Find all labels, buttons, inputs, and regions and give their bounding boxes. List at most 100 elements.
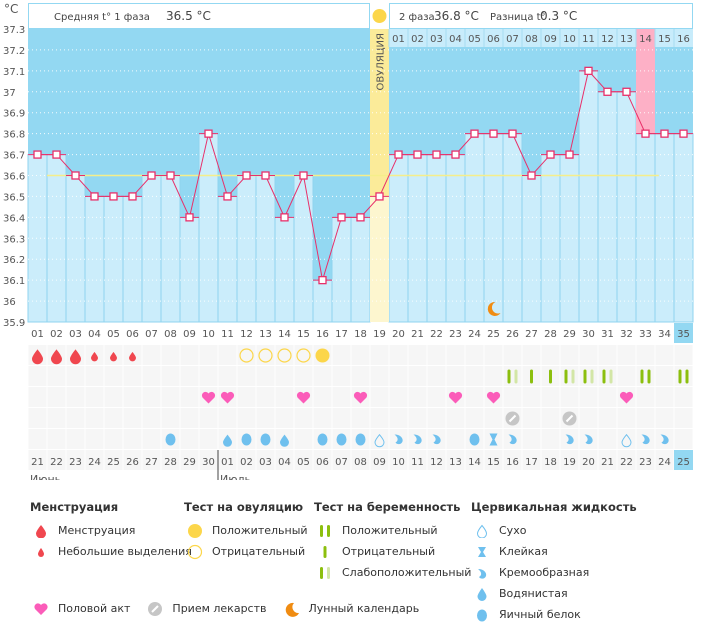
heart-icon — [619, 391, 634, 404]
sticky-icon — [471, 545, 493, 559]
y-tick-label: 36 — [3, 297, 16, 308]
double-line-icon — [314, 524, 336, 538]
cycle-day-label: 19 — [373, 329, 386, 340]
post-ovulation-day-label: 15 — [658, 34, 671, 45]
light-spotting-drop-icon — [91, 351, 98, 362]
date-label: 03 — [259, 457, 272, 468]
legend-label: Положительный — [342, 524, 438, 537]
date-label: 26 — [126, 457, 139, 468]
date-label: 24 — [88, 457, 101, 468]
date-label: 29 — [183, 457, 196, 468]
egg-white-icon — [260, 433, 271, 446]
symptom-row-bg — [28, 450, 693, 470]
cycle-day-label: 08 — [164, 329, 177, 340]
legend-cervical: Цервикальная жидкость Сухо Клейкая Кремо… — [471, 500, 637, 625]
cycle-day-label: 11 — [221, 329, 234, 340]
small-blood-drop-icon — [30, 546, 52, 558]
cycle-day-label: 12 — [240, 329, 253, 340]
legend-label: Лунный календарь — [308, 602, 420, 615]
cycle-day-label: 01 — [31, 329, 44, 340]
cycle-day-label: 09 — [183, 329, 196, 340]
phase1-avg-value: 36.5 °C — [166, 9, 211, 23]
moon-icon — [487, 301, 501, 316]
bbt-chart: °C Средняя t° 1 фаза 36.5 °C 2 фаза 36.8 °C Р… — [3, 2, 694, 480]
date-label: 21 — [601, 457, 614, 468]
temperature-point — [584, 66, 593, 76]
pregnancy-test-positive-icon — [678, 369, 682, 384]
legend-label: Положительный — [212, 524, 308, 537]
heart-icon — [296, 391, 311, 404]
temperature-point — [565, 150, 574, 159]
post-ovulation-day-label: 14 — [639, 34, 652, 45]
cycle-day-label: 33 — [639, 329, 652, 340]
post-ovulation-day-label: 12 — [601, 34, 614, 45]
cycle-day-label: 32 — [620, 329, 633, 340]
pill-icon-stroke — [565, 414, 574, 423]
date-label: 25 — [107, 457, 120, 468]
legend-ovulation-test: Тест на овуляцию Положительный Отрицател… — [184, 500, 308, 562]
temperature-point — [489, 129, 498, 138]
temperature-point — [261, 171, 270, 180]
heart-icon — [448, 391, 463, 404]
cycle-day-label: 06 — [126, 329, 139, 340]
date-label: 19 — [563, 457, 576, 468]
phase1-header-box — [28, 3, 370, 29]
blood-drop-icon — [30, 524, 52, 538]
dry-drop-icon — [471, 524, 493, 538]
date-label: 17 — [525, 457, 538, 468]
temperature-point — [204, 129, 213, 138]
temperature-point — [185, 213, 194, 222]
cycle-day-label: 21 — [411, 329, 424, 340]
dry-drop-icon — [374, 433, 385, 448]
date-label: 22 — [620, 457, 633, 468]
temperature-point — [527, 171, 536, 180]
cycle-day-label: 16 — [316, 329, 329, 340]
legend-item: Слабоположительный — [314, 562, 471, 583]
temperature-point — [280, 213, 289, 222]
date-label: 05 — [297, 457, 310, 468]
y-tick-label: 36.6 — [3, 172, 25, 183]
egg-white-icon — [336, 433, 347, 446]
pregnancy-test-faint-icon — [514, 369, 518, 384]
legend-label: Менструация — [58, 524, 136, 537]
y-tick-label: 37.1 — [3, 67, 25, 78]
cycle-day-label: 10 — [202, 329, 215, 340]
creamy-icon — [584, 434, 593, 445]
temperature-bar — [160, 175, 181, 323]
pregnancy-test-faint-icon — [564, 369, 568, 384]
legend-label: Отрицательный — [342, 545, 436, 558]
legend-label: Небольшие выделения — [58, 545, 192, 558]
cycle-day-label: 17 — [335, 329, 348, 340]
legend-menstruation: Менструация Менструация Небольшие выделе… — [30, 500, 192, 562]
temperature-bar — [141, 175, 162, 323]
temperature-bar — [464, 133, 485, 323]
moon-icon — [281, 601, 303, 617]
temperature-bar — [673, 133, 694, 323]
egg-white-icon — [241, 433, 252, 446]
creamy-icon — [508, 434, 517, 445]
temperature-point — [679, 129, 688, 138]
cycle-day-label: 35 — [677, 329, 690, 340]
temperature-bar — [635, 133, 656, 323]
legend-title: Тест на овуляцию — [184, 500, 304, 514]
pregnancy-test-faint-icon — [583, 369, 587, 384]
y-tick-label: 35.9 — [3, 318, 25, 329]
pregnancy-test-positive-icon — [640, 369, 644, 384]
date-label: 24 — [658, 457, 671, 468]
temperature-bar — [616, 91, 637, 323]
temperature-point — [128, 192, 137, 201]
temperature-bar — [388, 154, 409, 323]
faint-line-icon — [314, 566, 336, 580]
cycle-day-label: 24 — [468, 329, 481, 340]
phase2-avg-label: 2 фаза — [399, 12, 435, 23]
legend-label: Половой акт — [58, 602, 131, 615]
legend-item: Половой акт — [30, 598, 130, 619]
phase2-avg-value: 36.8 °C — [434, 9, 479, 23]
date-label: 23 — [639, 457, 652, 468]
pregnancy-test-negative-icon — [530, 369, 533, 384]
creamy-icon — [413, 434, 422, 445]
egg-white-icon — [165, 433, 176, 446]
legend-item: Водянистая — [471, 583, 637, 604]
cycle-day-label: 14 — [278, 329, 291, 340]
temperature-point — [223, 192, 232, 201]
